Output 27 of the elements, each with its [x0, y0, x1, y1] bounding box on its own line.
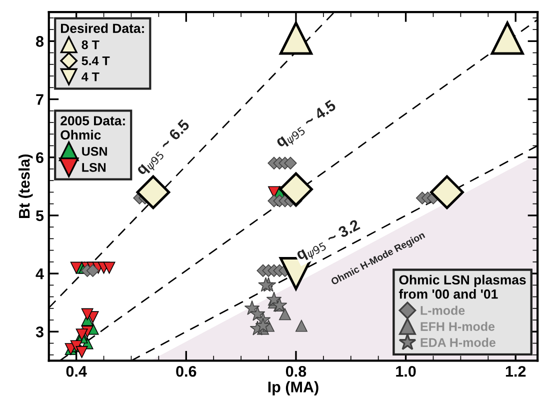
annotation: q$_{ψ95}$ ~ 4.5	[274, 100, 340, 152]
legend-label: EDA H-mode	[420, 338, 496, 347]
y-tick-label: 3	[36, 326, 44, 338]
legend-label: L-mode	[420, 306, 465, 315]
x-axis-title: Ip (MA)	[268, 381, 318, 396]
y-tick-label: 8	[36, 36, 44, 47]
annotation: q$_{ψ95}$ ~ 6.5	[134, 118, 194, 178]
y-tick-label: 5	[36, 210, 44, 222]
annotation: q$_{ψ95}$ ~ 3.2	[295, 219, 363, 264]
x-tick-label: 0.8	[286, 366, 306, 377]
y-axis-title: Bt (tesla)	[18, 154, 33, 218]
legend-label: USN	[82, 146, 107, 156]
text: 2005 Data: Ohmic	[60, 116, 125, 140]
y-tick-label: 6	[36, 152, 44, 164]
x-tick-label: 0.4	[66, 366, 87, 377]
x-tick-label: 0.6	[176, 366, 196, 377]
y-tick-label: 7	[36, 94, 44, 105]
legend-label: 4 T	[82, 72, 100, 82]
x-tick-label: 1.0	[396, 366, 416, 377]
text: Desired Data:	[61, 23, 144, 34]
x-tick-label: 1.2	[506, 366, 526, 377]
legend-label: EFH H-mode	[420, 322, 495, 331]
y-tick-label: 4	[36, 268, 44, 280]
legend-label: LSN	[82, 162, 106, 172]
text: Ohmic LSN plasmas from '00 and '01	[398, 274, 526, 299]
legend-label: 5.4 T	[82, 56, 110, 66]
legend-label: 8 T	[82, 40, 100, 50]
